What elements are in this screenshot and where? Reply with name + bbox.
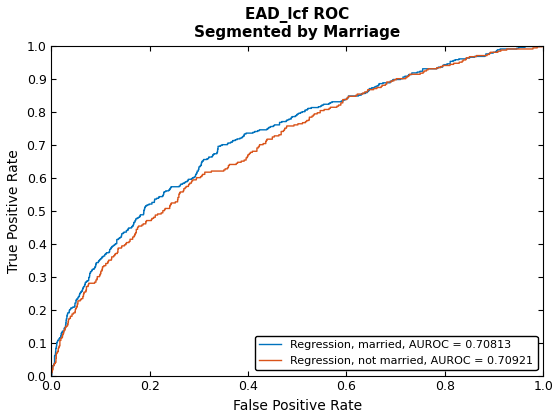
- Regression, married, AUROC = 0.70813: [48, 373, 55, 378]
- Regression, not married, AUROC = 0.70921: [92, 278, 99, 284]
- Regression, not married, AUROC = 0.70921: [540, 43, 547, 48]
- Regression, not married, AUROC = 0.70921: [185, 183, 192, 188]
- Regression, married, AUROC = 0.70813: [380, 80, 386, 85]
- Y-axis label: True Positive Rate: True Positive Rate: [7, 149, 21, 273]
- Regression, married, AUROC = 0.70813: [75, 294, 82, 299]
- Regression, married, AUROC = 0.70813: [536, 43, 543, 48]
- Legend: Regression, married, AUROC = 0.70813, Regression, not married, AUROC = 0.70921: Regression, married, AUROC = 0.70813, Re…: [255, 336, 538, 370]
- Regression, not married, AUROC = 0.70921: [48, 373, 55, 378]
- Regression, married, AUROC = 0.70813: [540, 43, 547, 48]
- Regression, not married, AUROC = 0.70921: [55, 346, 62, 351]
- Regression, married, AUROC = 0.70813: [193, 172, 199, 177]
- X-axis label: False Positive Rate: False Positive Rate: [232, 399, 362, 413]
- Regression, married, AUROC = 0.70813: [200, 157, 207, 162]
- Regression, not married, AUROC = 0.70921: [539, 43, 545, 48]
- Regression, married, AUROC = 0.70813: [447, 59, 454, 64]
- Line: Regression, not married, AUROC = 0.70921: Regression, not married, AUROC = 0.70921: [52, 46, 543, 375]
- Regression, not married, AUROC = 0.70921: [181, 186, 188, 191]
- Title: EAD_lcf ROC
Segmented by Marriage: EAD_lcf ROC Segmented by Marriage: [194, 7, 400, 40]
- Regression, not married, AUROC = 0.70921: [248, 150, 255, 155]
- Regression, married, AUROC = 0.70813: [388, 79, 394, 84]
- Regression, not married, AUROC = 0.70921: [399, 76, 405, 81]
- Line: Regression, married, AUROC = 0.70813: Regression, married, AUROC = 0.70813: [52, 46, 543, 375]
